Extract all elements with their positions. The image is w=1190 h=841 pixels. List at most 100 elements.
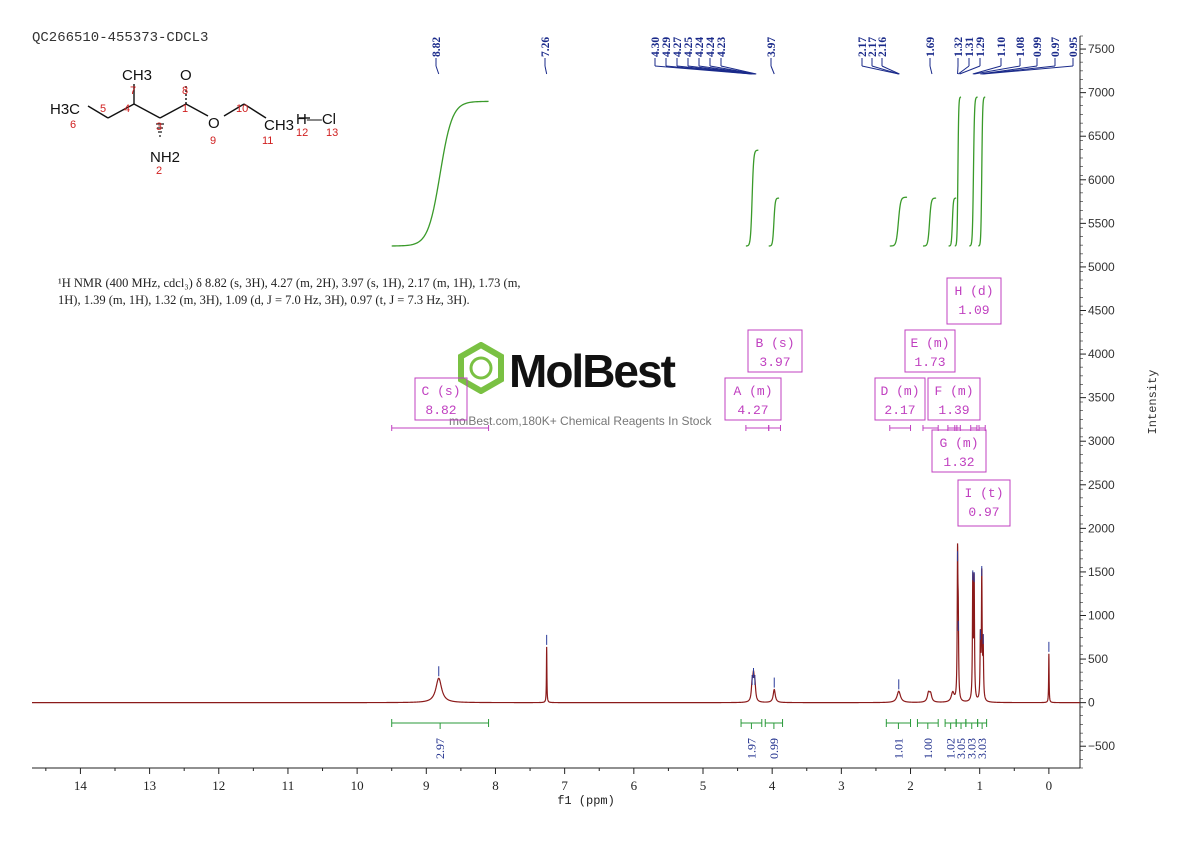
integral-curve [954,96,962,247]
integration-value: 3.03 [965,738,979,759]
peak-label-connector [959,65,981,75]
atom-number-7: 7 [130,85,136,97]
peak-label-connector [929,65,933,75]
multiplet-shift: 1.39 [938,403,969,418]
peak-label: 4.25 [683,37,695,57]
peak-label: 4.27 [672,37,684,57]
atom-number-6: 6 [70,119,76,131]
y-tick-label: 5000 [1088,260,1115,274]
integration-value: 2.97 [433,738,447,759]
peak-label: 2.16 [877,37,889,57]
peak-label-connector [983,65,1074,75]
peak-label: 8.82 [431,37,443,57]
integration-value: 1.01 [891,738,905,759]
nmr-description: ¹H NMR (400 MHz, cdcl₃) δ 8.82 (s, 3H), … [58,275,618,309]
x-tick-label: 6 [631,778,638,793]
multiplet-shift: 1.32 [943,455,974,470]
peak-label-connector [871,65,899,75]
y-tick-label: 2000 [1088,521,1115,535]
atom-number-10: 10 [236,103,248,115]
x-tick-label: 7 [561,778,568,793]
peak-label-connector [435,65,440,75]
y-tick-label: 6500 [1088,129,1115,143]
peak-label: 2.17 [857,37,869,57]
x-tick-label: 9 [423,778,430,793]
multiplet-box [414,377,468,421]
peak-label: 1.32 [953,37,965,57]
atom-ch3-right: CH3 [264,117,294,134]
peak-label: 0.95 [1068,37,1080,57]
multiplet-shift: 1.09 [958,303,989,318]
multiplet-box [874,377,926,421]
y-tick-label: 1000 [1088,609,1115,623]
integral-curve [889,196,908,247]
atom-number-2: 2 [156,165,162,177]
peak-label: 1.29 [975,37,987,57]
peak-label: 4.24 [694,37,706,57]
peak-label: 0.99 [1032,37,1044,57]
peak-label: 1.08 [1015,37,1027,57]
y-tick-label: 7000 [1088,86,1115,100]
multiplet-label: E (m) [910,336,949,351]
integral-curve [745,149,759,247]
multiplet-shift: 8.82 [425,403,456,418]
multiplet-shift: 1.73 [914,355,945,370]
atom-nh2: NH2 [150,149,180,166]
x-tick-label: 1 [976,778,983,793]
peak-label-connector [881,65,900,75]
x-tick-label: 10 [351,778,364,793]
multiplet-label: H (d) [954,284,993,299]
watermark: MolBest molBest.com,180K+ Chemical Reage… [449,342,755,432]
atom-number-8: 8 [182,85,188,97]
x-tick-label: 13 [143,778,156,793]
x-tick-label: 5 [700,778,707,793]
multiplet-box [957,479,1011,527]
watermark-brand: MolBest [509,345,676,397]
integration-value: 3.05 [954,738,968,759]
integration-value: 0.99 [767,738,781,759]
y-axis-label: Intensity [1146,370,1160,435]
multiplet-label: C (s) [421,384,460,399]
y-tick-label: 4500 [1088,304,1115,318]
multiplet-box [927,377,981,421]
multiplet-label: D (m) [880,384,919,399]
multiplet-shift: 3.97 [759,355,790,370]
x-tick-label: 11 [282,778,295,793]
atom-hcl: H—Cl [296,111,336,128]
integration-value: 1.97 [744,738,758,759]
peak-label-connector [972,65,1002,75]
peak-label-connector [770,65,775,75]
y-tick-label: −500 [1088,739,1115,753]
peak-label: 1.10 [996,37,1008,57]
multiplet-shift: 0.97 [968,505,999,520]
peak-label-connector [544,65,548,75]
peak-label: 4.29 [661,37,673,57]
multiplet-box [724,377,782,421]
y-tick-label: 3500 [1088,391,1115,405]
x-tick-label: 8 [492,778,499,793]
integral-curve [978,96,986,247]
peak-label: 0.97 [1050,37,1062,57]
atom-ch3-top: CH3 [122,67,152,84]
atom-o-carbonyl: O [180,67,192,84]
multiplet-label: A (m) [733,384,772,399]
multiplet-label: G (m) [939,436,978,451]
peak-label: 1.31 [964,37,976,57]
spectrum-title: QC266510-455373-CDCL3 [32,30,209,46]
x-tick-label: 2 [907,778,914,793]
y-tick-label: 7500 [1088,42,1115,56]
peak-label-connector [709,65,756,75]
atom-o-ester: O [208,115,220,132]
molbest-logo-icon [458,342,504,394]
peak-label-connector [720,65,757,75]
peak-label: 1.69 [925,37,937,57]
atom-number-9: 9 [210,135,216,147]
peak-label: 4.24 [705,37,717,57]
peak-label: 7.26 [540,37,552,57]
y-tick-label: 0 [1088,696,1095,710]
x-axis-label: f1 (ppm) [557,794,615,808]
multiplet-box [931,429,987,473]
integral-curve [391,100,489,247]
atom-number-12: 12 [296,127,308,139]
multiplet-shift: 2.17 [884,403,915,418]
